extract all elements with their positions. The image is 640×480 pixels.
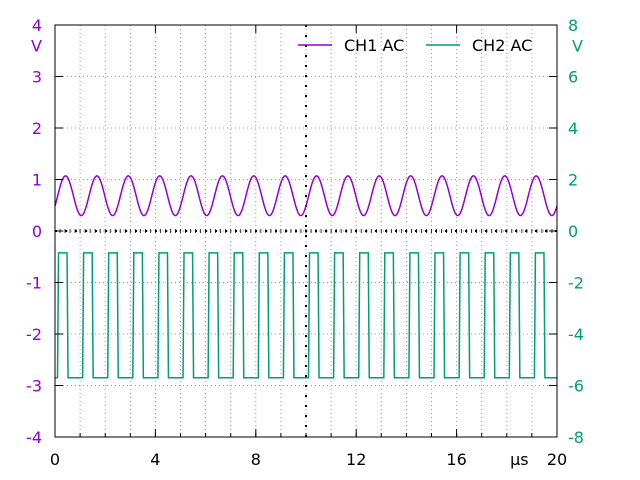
y-right-tick-label: 8 bbox=[568, 16, 578, 35]
y-right-tick-label: 0 bbox=[568, 222, 578, 241]
y-right-tick-label: -2 bbox=[568, 274, 584, 293]
x-tick-label: 8 bbox=[251, 450, 261, 469]
x-tick-label: 12 bbox=[346, 450, 366, 469]
y-right-tick-label: -8 bbox=[568, 428, 584, 447]
y-right-tick-label: -6 bbox=[568, 377, 584, 396]
y-left-tick-label: -2 bbox=[26, 325, 42, 344]
y-right-tick-label: 4 bbox=[568, 119, 578, 138]
y-left-tick-label: 0 bbox=[32, 222, 42, 241]
y-left-unit-label: V bbox=[31, 37, 42, 56]
y-left-tick-label: 4 bbox=[32, 16, 42, 35]
y-right-tick-label: 2 bbox=[568, 171, 578, 190]
series-line-ch1 bbox=[54, 175, 558, 217]
y-right-tick-label: -4 bbox=[568, 325, 584, 344]
y-left-tick-label: -4 bbox=[26, 428, 42, 447]
y-right-tick-label: 6 bbox=[568, 68, 578, 87]
x-tick-label: 0 bbox=[50, 450, 60, 469]
y-right-unit-label: V bbox=[572, 37, 583, 56]
x-tick-label: 20 bbox=[547, 450, 567, 469]
y-left-tick-label: -3 bbox=[26, 377, 42, 396]
y-left-tick-label: -1 bbox=[26, 274, 42, 293]
x-tick-label: 4 bbox=[150, 450, 160, 469]
y-left-tick-label: 1 bbox=[32, 171, 42, 190]
legend: CH1 AC CH2 AC bbox=[298, 36, 532, 55]
x-unit-label: µs bbox=[510, 450, 529, 469]
x-tick-label: 16 bbox=[446, 450, 466, 469]
y-left-tick-label: 3 bbox=[32, 68, 42, 87]
legend-label-ch1: CH1 AC bbox=[344, 36, 404, 55]
legend-label-ch2: CH2 AC bbox=[472, 36, 532, 55]
series-layer bbox=[54, 175, 558, 379]
y-left-tick-label: 2 bbox=[32, 119, 42, 138]
series-line-ch2 bbox=[55, 252, 557, 379]
